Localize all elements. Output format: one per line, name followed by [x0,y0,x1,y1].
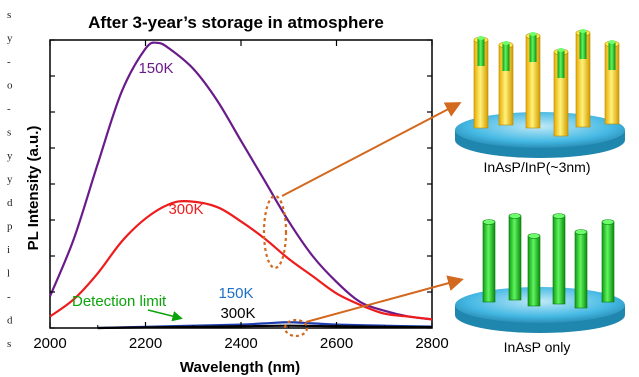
nanowire-inset-core-shell [455,29,625,158]
x-tick-label: 2200 [129,335,162,352]
margin-glyph: s [7,127,11,139]
label-150k-bottom: 150K [218,285,253,302]
margin-glyph: - [7,56,11,68]
nanowire-bare [552,215,566,305]
nanowire-bare [482,221,496,303]
connector-arrow-lower [305,275,464,323]
nanowire-core [477,38,485,66]
label-150k-top: 150K [138,60,173,77]
margin-glyph: - [7,291,11,303]
inset-caption-core-only: InAsP only [504,339,571,355]
nanowire-core-top [529,32,537,36]
label-300k-bottom: 300K [220,305,255,322]
x-tick-label: 2800 [415,335,448,352]
nanowire-bare-top [601,219,615,225]
series-line-300k-core-shell [49,200,433,321]
chart-title: After 3-year’s storage in atmosphere [88,13,384,32]
connector-arrow-upper [281,102,462,197]
label-300k-top: 300K [168,201,203,218]
x-tick-label: 2000 [33,335,66,352]
tick-layer: 2000 2200 2400 2600 2800 [33,39,449,352]
nanowire-bare [601,221,615,303]
nanowire-core [529,34,537,62]
nanowire-bare-top [552,213,566,219]
y-axis-label: PL Intensity (a.u.) [25,126,42,251]
nanowire-bare [527,235,541,307]
nanowire-core-top [557,48,565,52]
nanowire-inset-core-only [455,213,625,333]
nanowire-core [608,42,616,70]
series-layer [48,41,433,330]
x-tick-label: 2600 [320,335,353,352]
detection-limit-label: Detection limit [72,293,167,310]
margin-glyph: y [7,174,13,186]
nanowire-core [502,43,510,71]
nanowire-core-top [477,36,485,40]
margin-glyph: d [7,197,13,209]
nanowire-core [557,50,565,78]
nanowire-bare-top [482,219,496,225]
margin-glyph: o [7,80,13,92]
detection-limit-arrow [147,309,183,322]
nanowire-bare-top [508,213,522,219]
nanowire-core-top [579,29,587,33]
margin-glyph: s [7,9,11,21]
nanowire-bare [574,231,588,309]
x-axis-label: Wavelength (nm) [180,359,300,376]
margin-glyph: l [7,268,10,280]
nanowire-core-top [608,40,616,44]
margin-glyph: y [7,33,13,45]
nanowire-bare-top [574,229,588,235]
margin-glyph: s [7,338,11,350]
margin-glyph: i [7,244,10,256]
nanowire-bare [508,215,522,301]
x-tick-label: 2400 [224,335,257,352]
margin-glyph: d [7,315,13,327]
highlight-ellipse-lower [283,318,309,338]
inset-caption-core-shell: InAsP/InP(~3nm) [484,159,591,175]
nanowire-core-top [502,41,510,45]
series-line-150k-core-shell [48,41,433,321]
nanowire-core [579,31,587,59]
margin-glyph: - [7,103,11,115]
highlight-ellipse-upper [262,194,288,270]
series-line-300k-core-only [97,324,433,330]
nanowire-bare-top [527,233,541,239]
margin-glyph: p [7,221,13,233]
margin-glyph: y [7,150,13,162]
